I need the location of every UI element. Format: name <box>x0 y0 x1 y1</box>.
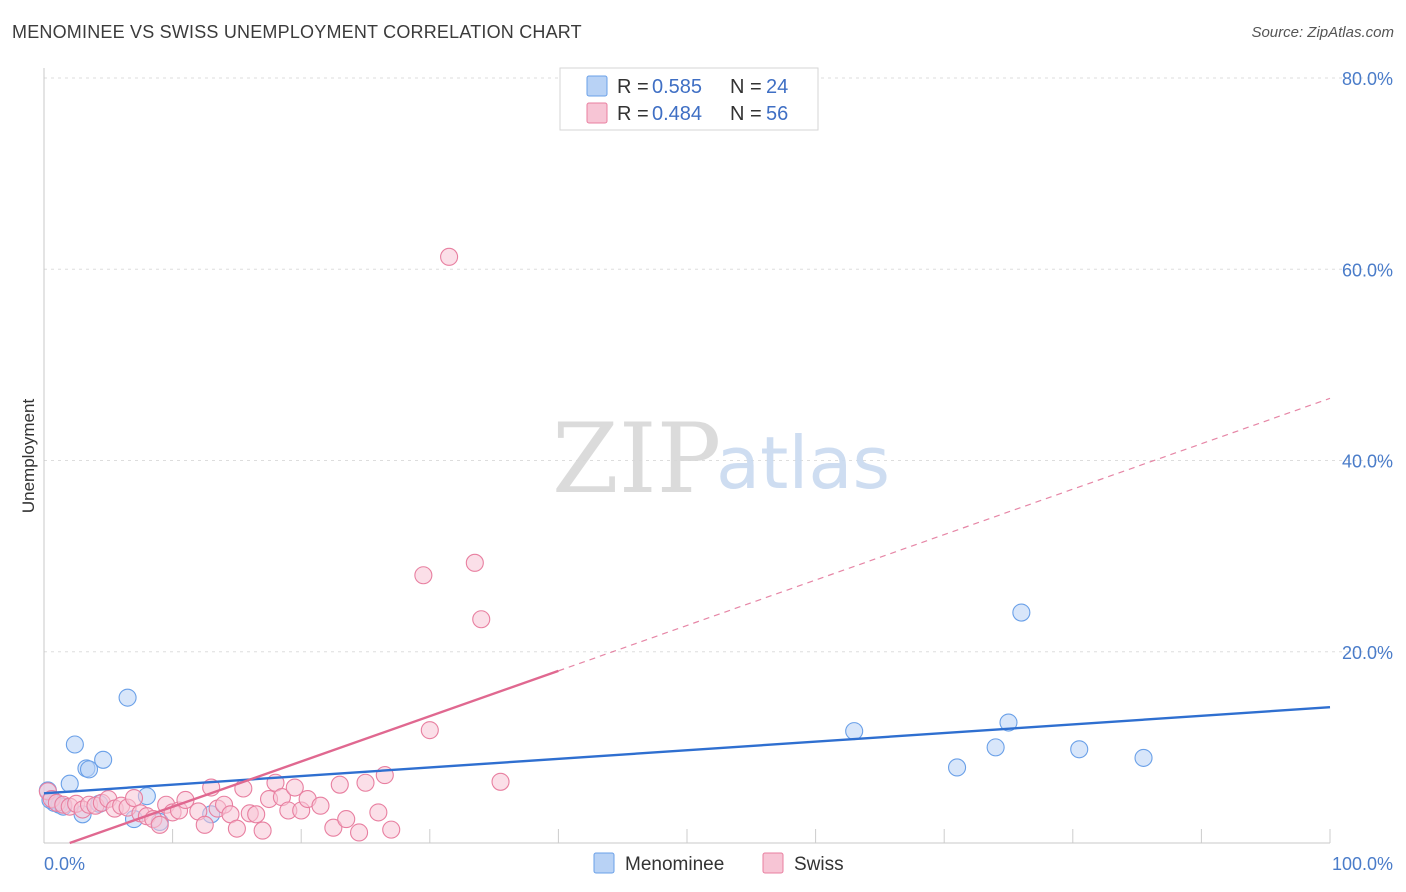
swiss-point <box>150 815 169 834</box>
y-axis-label: Unemployment <box>19 399 38 514</box>
x-tick-labels: 0.0% 100.0% <box>44 829 1393 874</box>
swiss-n-value: 56 <box>766 103 788 125</box>
swiss-point <box>311 796 330 815</box>
data-points <box>38 247 1153 842</box>
swiss-point <box>491 772 510 791</box>
swiss-trend-line <box>69 669 559 845</box>
swiss-series-swatch <box>762 852 784 874</box>
swiss-trend-extension <box>558 397 1331 672</box>
swiss-point <box>124 789 144 808</box>
swiss-point <box>420 721 439 740</box>
menominee-series-label: Menominee <box>625 854 724 875</box>
menominee-trend-line <box>43 706 1331 795</box>
y-tick-label: 60.0% <box>1342 260 1393 280</box>
series-legend: Menominee Swiss <box>593 852 844 875</box>
menominee-point <box>986 738 1005 757</box>
menominee-series-swatch <box>593 852 615 874</box>
menominee-point <box>118 688 137 707</box>
menominee-point <box>1134 748 1153 767</box>
y-tick-label: 80.0% <box>1342 69 1393 89</box>
menominee-n-label: N = <box>730 76 762 98</box>
swiss-point <box>356 773 375 792</box>
swiss-point <box>227 819 246 838</box>
y-tick-label: 20.0% <box>1342 643 1393 663</box>
menominee-point <box>999 713 1018 732</box>
swiss-r-label: R = <box>617 103 649 125</box>
menominee-r-label: R = <box>617 76 649 98</box>
menominee-legend-swatch <box>586 75 608 97</box>
x-tick-label-max: 100.0% <box>1332 854 1393 874</box>
menominee-point <box>845 722 864 741</box>
swiss-point <box>350 823 369 842</box>
watermark-atlas: atlas <box>716 421 890 505</box>
menominee-point <box>1070 740 1089 759</box>
watermark: ZIP atlas <box>552 403 890 515</box>
swiss-point <box>324 818 343 837</box>
menominee-point <box>94 750 113 769</box>
swiss-point <box>382 820 401 839</box>
swiss-legend-swatch <box>586 102 608 124</box>
swiss-series-label: Swiss <box>794 854 844 875</box>
source-label: Source: ZipAtlas.com <box>1251 24 1394 41</box>
menominee-point <box>65 735 84 754</box>
swiss-point <box>465 553 484 572</box>
swiss-point <box>472 610 491 629</box>
menominee-point <box>79 760 99 779</box>
swiss-n-label: N = <box>730 103 762 125</box>
swiss-point <box>195 815 214 834</box>
swiss-point <box>414 566 433 585</box>
menominee-point <box>1012 603 1031 622</box>
menominee-point <box>948 758 967 777</box>
swiss-point <box>247 805 266 824</box>
y-tick-label: 40.0% <box>1342 452 1393 472</box>
swiss-point <box>285 778 304 797</box>
trend-lines <box>43 397 1331 845</box>
watermark-zip: ZIP <box>552 403 721 515</box>
menominee-r-value: 0.585 <box>652 76 702 98</box>
swiss-point <box>337 810 356 829</box>
swiss-point <box>440 247 459 266</box>
menominee-n-value: 24 <box>766 76 788 98</box>
x-tick-label-min: 0.0% <box>44 854 85 874</box>
swiss-point <box>369 803 388 822</box>
swiss-r-value: 0.484 <box>652 103 702 125</box>
y-tick-labels: 20.0% 40.0% 60.0% 80.0% <box>1342 69 1393 663</box>
swiss-point <box>253 821 272 840</box>
chart-title: MENOMINEE VS SWISS UNEMPLOYMENT CORRELAT… <box>12 22 582 42</box>
stats-legend: R = 0.585 N = 24 R = 0.484 N = 56 <box>559 67 819 131</box>
gridlines <box>44 77 1392 653</box>
swiss-point <box>330 775 349 794</box>
menominee-point <box>60 774 79 793</box>
